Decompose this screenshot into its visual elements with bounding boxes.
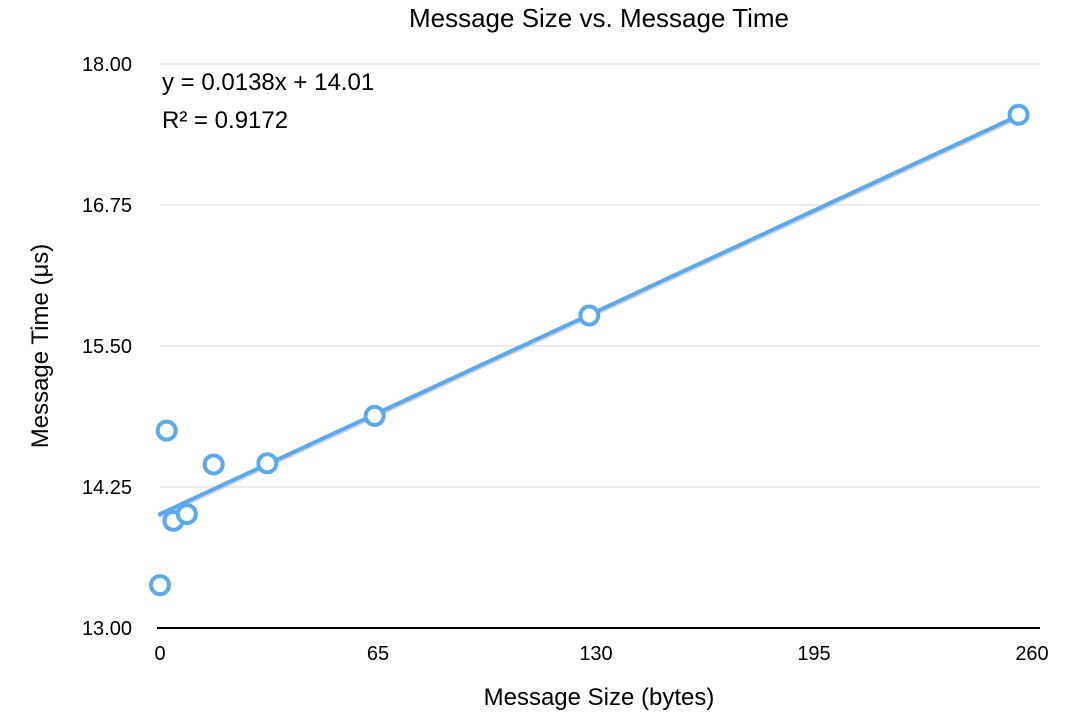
data-point xyxy=(256,452,279,475)
data-point xyxy=(155,419,178,442)
data-point xyxy=(578,304,601,327)
y-tick-label: 18.00 xyxy=(82,54,132,76)
data-point xyxy=(363,404,386,427)
data-point xyxy=(1007,103,1030,126)
x-axis-label: Message Size (bytes) xyxy=(484,684,715,711)
x-tick-label: 65 xyxy=(367,643,389,665)
y-tick-label: 14.25 xyxy=(82,477,132,499)
data-point xyxy=(149,574,171,597)
data-point xyxy=(202,453,225,476)
x-tick-label: 260 xyxy=(1015,643,1048,665)
x-tick-label: 130 xyxy=(579,643,612,665)
y-tick-label: 13.00 xyxy=(82,618,132,640)
r-squared-label: R² = 0.9172 xyxy=(162,107,288,134)
gridlines xyxy=(160,63,1040,488)
y-axis-label: Message Time (μs) xyxy=(27,244,54,449)
chart-title: Message Size vs. Message Time xyxy=(409,3,789,33)
trendline-equation: y = 0.0138x + 14.01 xyxy=(162,69,374,96)
x-axis-ticks: 0 65 130 195 260 xyxy=(154,643,1048,665)
y-tick-label: 16.75 xyxy=(82,195,132,217)
data-points xyxy=(149,103,1030,597)
x-tick-label: 195 xyxy=(797,643,830,665)
x-tick-label: 0 xyxy=(154,643,165,665)
data-point xyxy=(175,503,198,526)
y-tick-label: 15.50 xyxy=(82,336,132,358)
y-axis-ticks: 13.00 14.25 15.50 16.75 18.00 xyxy=(82,54,132,640)
